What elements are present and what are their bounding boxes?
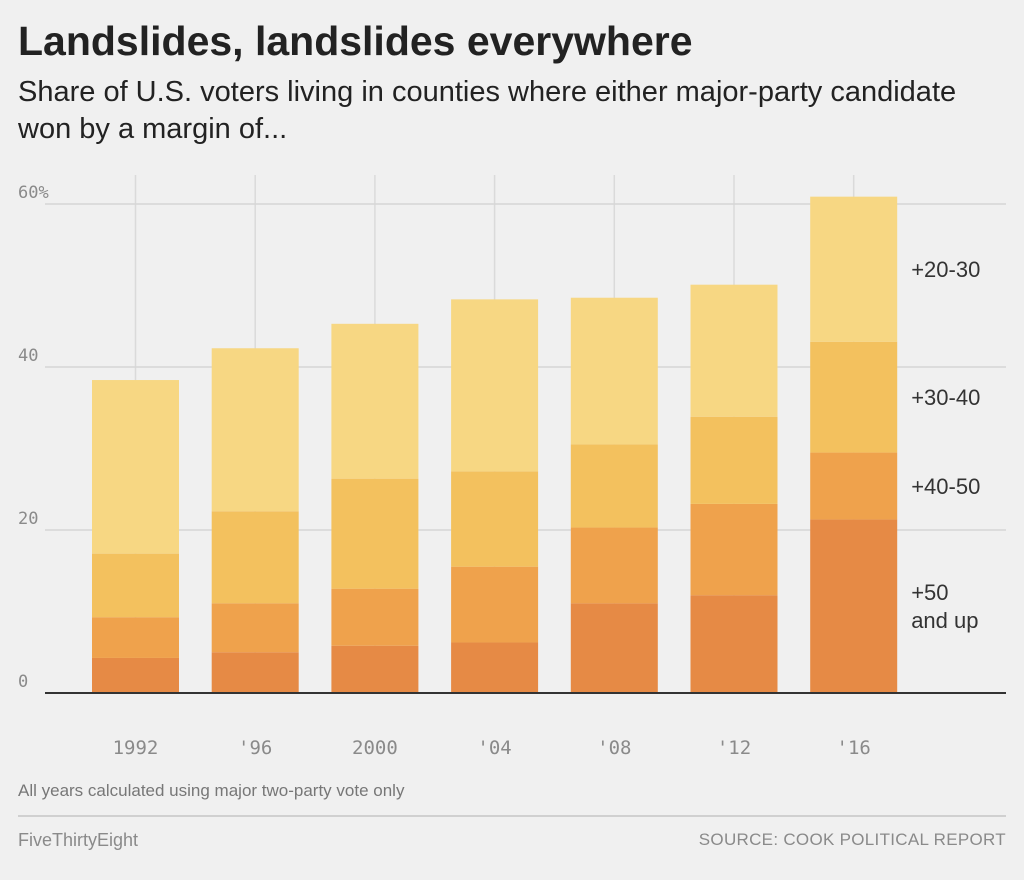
bar-segment	[810, 519, 898, 693]
bar-segment	[211, 511, 299, 604]
series-label: +30-40	[911, 385, 980, 410]
bar-segment	[92, 657, 179, 693]
y-tick-label: 60%	[18, 183, 49, 203]
series-label: +40-50	[911, 474, 980, 499]
bar-segment	[570, 603, 658, 693]
footnote: All years calculated using major two-par…	[18, 781, 405, 800]
bar-segment	[570, 444, 658, 528]
series-label: +50 and up	[911, 580, 978, 633]
chart-title: Landslides, landslides everywhere	[18, 18, 693, 64]
bar-segment	[690, 503, 778, 596]
bar-segment	[451, 471, 539, 567]
x-tick-label: 1992	[113, 737, 159, 759]
y-axis-ticks: 0 20 40 60%	[18, 183, 49, 692]
y-tick-label: 0	[18, 672, 28, 692]
y-tick-label: 40	[18, 346, 38, 366]
bar-segment	[211, 652, 299, 693]
x-tick-label: '08	[597, 737, 631, 759]
bars	[92, 196, 898, 693]
bar-segment	[331, 588, 419, 646]
bar-segment	[690, 416, 778, 504]
bar-segment	[570, 297, 658, 445]
bar-segment	[690, 595, 778, 693]
footer-divider	[18, 815, 1006, 817]
bar-segment	[92, 553, 179, 618]
y-tick-label: 20	[18, 509, 38, 529]
brand-label: FiveThirtyEight	[18, 830, 139, 850]
series-label: +20-30	[911, 257, 980, 282]
bar-segment	[211, 603, 299, 653]
series-labels: +50 and up +40-50 +30-40 +20-30	[911, 257, 980, 633]
bar-segment	[570, 527, 658, 604]
bar-segment	[211, 348, 299, 512]
x-axis-ticks: 1992 '96 2000 '04 '08 '12 '16	[113, 737, 871, 759]
x-tick-label: 2000	[352, 737, 398, 759]
bar-segment	[331, 645, 419, 693]
x-tick-label: '16	[837, 737, 871, 759]
x-tick-label: '96	[238, 737, 272, 759]
bar-segment	[451, 299, 539, 472]
bar-segment	[810, 341, 898, 453]
source-label: SOURCE: COOK POLITICAL REPORT	[698, 830, 1006, 849]
bar-segment	[331, 478, 419, 589]
bar-segment	[810, 452, 898, 520]
bar-segment	[451, 642, 539, 693]
bar-segment	[690, 284, 778, 417]
bar-segment	[92, 617, 179, 658]
bar-segment	[92, 380, 179, 554]
chart-subtitle: Share of U.S. voters living in counties …	[18, 76, 957, 145]
x-tick-label: '12	[717, 737, 751, 759]
bar-segment	[451, 566, 539, 643]
bar-segment	[331, 323, 419, 479]
x-tick-label: '04	[477, 737, 511, 759]
bar-segment	[810, 196, 898, 342]
